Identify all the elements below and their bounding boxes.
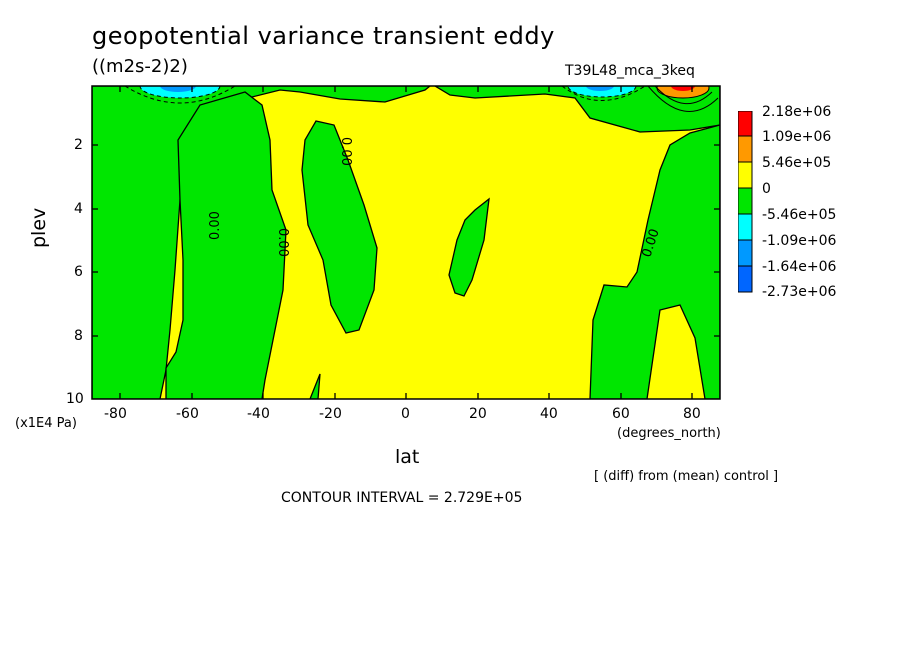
axis-ticks — [92, 86, 720, 399]
legend-label: -2.73e+06 — [762, 284, 837, 300]
color-legend — [738, 111, 753, 293]
legend-swatch — [738, 135, 753, 163]
x-tick-label: -80 — [104, 406, 127, 422]
legend-swatch — [738, 239, 753, 267]
neg-region-right-arm — [589, 124, 720, 399]
y-tick-label: 4 — [74, 201, 83, 217]
y-axis-label: plev — [28, 207, 50, 248]
neg-region-band-40s — [165, 91, 287, 399]
x-tick-label: 40 — [540, 406, 558, 422]
x-tick-label: 0 — [401, 406, 410, 422]
contour-label: 0.00 — [208, 211, 223, 240]
legend-swatch — [738, 187, 753, 215]
legend-label: -5.46e+05 — [762, 207, 837, 223]
legend-swatch — [738, 111, 753, 137]
legend-label: 2.18e+06 — [762, 104, 832, 120]
legend-label: -1.09e+06 — [762, 233, 837, 249]
chart-units: ((m2s-2)2) — [92, 56, 188, 77]
neg-region-north-sub — [448, 197, 490, 297]
neg-core-cyan-left — [139, 86, 221, 99]
y-tick-label: 2 — [74, 137, 83, 153]
y-tick-label: 10 — [66, 391, 84, 407]
diff-note: [ (diff) from (mean) control ] — [594, 469, 779, 484]
run-label: T39L48_mca_3keq — [565, 63, 695, 79]
y-axis-units: (x1E4 Pa) — [15, 416, 77, 431]
neg-core-blue-left — [160, 86, 196, 92]
y-tick-label: 8 — [74, 328, 83, 344]
contour-label: 0.00 — [275, 228, 290, 257]
legend-label: 1.09e+06 — [762, 129, 832, 145]
neg-region-band-20s — [301, 120, 378, 334]
legend-label: 5.46e+05 — [762, 155, 832, 171]
neg-contour-left — [124, 86, 236, 104]
contour-label: 0.00 — [338, 137, 353, 166]
neg-region-small-south — [309, 373, 321, 399]
legend-swatch — [738, 265, 753, 293]
pos-core-red — [671, 86, 695, 91]
x-tick-label: -40 — [247, 406, 270, 422]
legend-label: 0 — [762, 181, 771, 197]
pos-contour-outer — [647, 86, 719, 112]
neg-core-cyan-right — [567, 86, 637, 98]
legend-swatch — [738, 161, 753, 189]
chart-title: geopotential variance transient eddy — [92, 22, 555, 50]
x-tick-label: 60 — [612, 406, 630, 422]
x-tick-label: 80 — [683, 406, 701, 422]
legend-swatch — [738, 213, 753, 241]
neg-region-top-right — [433, 86, 720, 133]
contour-interval: CONTOUR INTERVAL = 2.729E+05 — [281, 490, 523, 506]
x-tick-label: -60 — [176, 406, 199, 422]
y-tick-label: 6 — [74, 264, 83, 280]
legend-label: -1.64e+06 — [762, 259, 837, 275]
pos-contour-outer2 — [654, 86, 713, 105]
x-tick-label: -20 — [319, 406, 342, 422]
neg-contour-right — [561, 86, 646, 101]
x-axis-label: lat — [395, 446, 420, 468]
neg-core-blue-right — [586, 86, 614, 91]
x-axis-units: (degrees_north) — [617, 426, 721, 441]
x-tick-label: 20 — [469, 406, 487, 422]
